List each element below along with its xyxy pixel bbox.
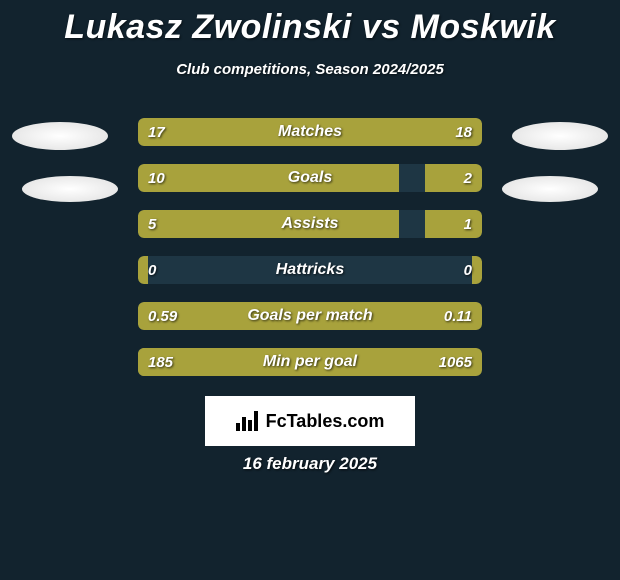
player-left-avatar-placeholder [12, 122, 108, 150]
comparison-subtitle: Club competitions, Season 2024/2025 [0, 61, 620, 78]
bar-label: Goals per match [138, 302, 482, 330]
bar-label: Hattricks [138, 256, 482, 284]
fctables-logo: FcTables.com [205, 396, 415, 446]
bar-row: 51Assists [138, 210, 482, 238]
bar-rows-container: 1718Matches 102Goals 51Assists 00Hattricks 0… [138, 118, 482, 394]
player-right-avatar-placeholder [512, 122, 608, 150]
logo-text: FcTables.com [266, 411, 385, 432]
bar-label: Assists [138, 210, 482, 238]
comparison-title: Lukasz Zwolinski vs Moskwik [0, 0, 620, 47]
snapshot-date: 16 february 2025 [0, 454, 620, 474]
team-left-logo-placeholder [22, 176, 118, 202]
bar-row: 102Goals [138, 164, 482, 192]
bar-row: 1718Matches [138, 118, 482, 146]
bar-chart-icon [236, 411, 260, 431]
bar-row: 1851065Min per goal [138, 348, 482, 376]
team-right-logo-placeholder [502, 176, 598, 202]
bar-row: 0.590.11Goals per match [138, 302, 482, 330]
bar-row: 00Hattricks [138, 256, 482, 284]
bar-label: Min per goal [138, 348, 482, 376]
bar-label: Matches [138, 118, 482, 146]
bar-label: Goals [138, 164, 482, 192]
